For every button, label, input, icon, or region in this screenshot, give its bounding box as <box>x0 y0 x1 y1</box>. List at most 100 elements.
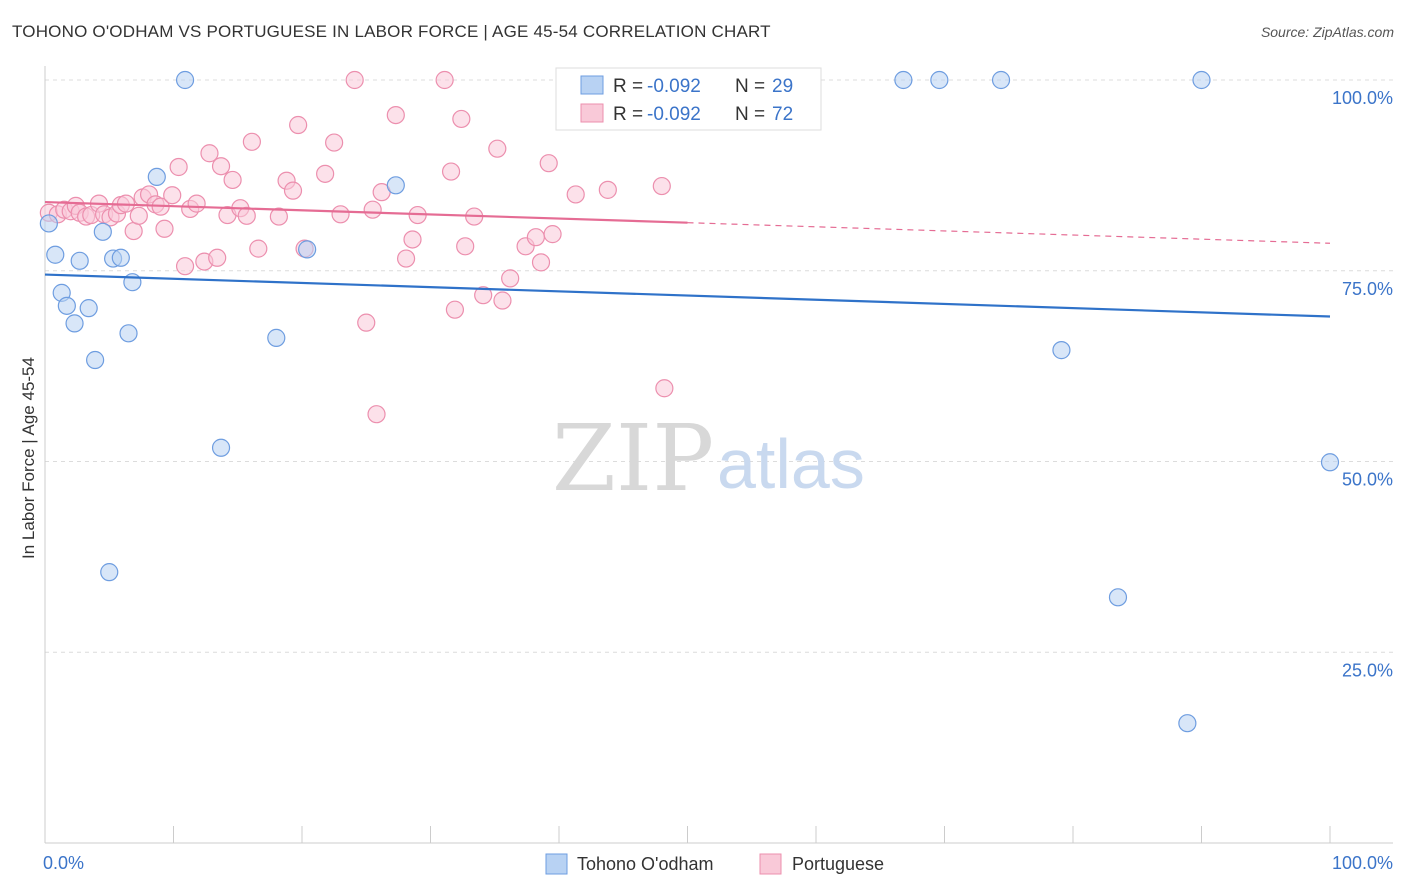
trend-line-portuguese-projection <box>687 222 1331 244</box>
data-point <box>208 248 227 267</box>
data-point <box>111 248 130 267</box>
y-tick-label: 100.0% <box>1332 88 1393 108</box>
data-point <box>1320 453 1340 472</box>
data-point <box>242 132 261 151</box>
legend-n-label-portuguese: N = <box>735 104 765 125</box>
gridlines <box>45 79 1393 653</box>
data-point <box>86 350 105 370</box>
data-point <box>456 237 475 256</box>
data-point <box>175 257 195 276</box>
watermark-zip: ZIP <box>552 405 714 512</box>
chart-title: TOHONO O'ODHAM VS PORTUGUESE IN LABOR FO… <box>12 22 771 41</box>
data-point <box>367 405 386 424</box>
data-point <box>267 328 286 347</box>
data-point <box>298 240 317 259</box>
data-point <box>57 296 76 315</box>
data-point <box>129 206 148 225</box>
data-point <box>566 185 585 204</box>
axes <box>44 66 1393 844</box>
trend-lines <box>44 200 1331 318</box>
data-point <box>211 157 231 176</box>
data-point <box>894 70 913 90</box>
x-tick-label: 100.0% <box>1332 853 1393 873</box>
legend-swatch-tohono <box>580 75 604 95</box>
data-point <box>526 228 545 247</box>
data-point <box>386 176 405 195</box>
bottom-legend-label-tohono: Tohono O'odham <box>577 854 714 874</box>
x-tick-label: 0.0% <box>43 853 84 873</box>
bottom-legend-label-portuguese: Portuguese <box>792 854 884 874</box>
trend-line-portuguese <box>44 200 688 224</box>
legend-r-value-portuguese: -0.092 <box>647 104 701 125</box>
watermark-atlas: atlas <box>717 425 865 503</box>
legend-n-value-portuguese: 72 <box>772 104 793 125</box>
data-point <box>100 563 119 582</box>
data-point <box>237 206 256 225</box>
data-point <box>435 70 454 90</box>
data-point <box>147 167 166 187</box>
data-point <box>70 251 89 270</box>
legend-swatch-portuguese <box>580 103 604 123</box>
legend-r-label-tohono: R = <box>613 76 643 97</box>
data-point <box>991 70 1011 90</box>
data-point <box>539 154 558 173</box>
data-point <box>543 225 562 244</box>
data-point <box>79 299 98 318</box>
data-point <box>1052 341 1071 360</box>
trend-line-tohono <box>44 273 1331 318</box>
data-point <box>531 253 551 272</box>
x-tick-labels: 0.0% 100.0% <box>43 853 1393 873</box>
data-point <box>200 144 219 163</box>
data-point <box>211 438 231 457</box>
data-point <box>441 162 461 181</box>
y-tick-label: 25.0% <box>1342 660 1393 680</box>
bottom-legend: Tohono O'odham Portuguese <box>545 853 884 875</box>
data-point <box>598 180 617 199</box>
data-point <box>331 205 350 224</box>
data-point <box>325 133 344 152</box>
data-point <box>655 379 674 398</box>
chart-source: Source: ZipAtlas.com <box>1260 24 1394 40</box>
legend: R = -0.092 N = 29 R = -0.092 N = 72 <box>555 67 822 131</box>
data-point <box>403 230 422 249</box>
data-point <box>65 314 84 333</box>
data-point <box>93 222 112 241</box>
data-point <box>46 245 65 264</box>
data-point <box>124 221 143 241</box>
y-axis-title: In Labor Force | Age 45-54 <box>19 357 38 559</box>
data-point <box>283 181 303 200</box>
data-point <box>175 70 195 90</box>
y-tick-label: 75.0% <box>1342 279 1393 299</box>
data-point <box>363 200 382 219</box>
series-tohono <box>39 70 1340 733</box>
data-point <box>169 157 188 177</box>
data-point <box>223 170 242 190</box>
data-point <box>452 109 471 129</box>
data-point <box>930 70 949 90</box>
data-point <box>249 239 268 258</box>
data-points <box>39 70 1340 733</box>
data-point <box>488 139 507 158</box>
data-point <box>345 70 364 90</box>
data-point <box>163 186 182 205</box>
data-point <box>1192 70 1211 90</box>
data-point <box>316 164 335 183</box>
data-point <box>119 324 138 343</box>
watermark: ZIP atlas <box>552 405 865 512</box>
y-tick-label: 50.0% <box>1342 470 1393 490</box>
data-point <box>187 194 206 213</box>
bottom-legend-swatch-tohono <box>545 853 568 875</box>
data-point <box>155 219 174 238</box>
data-point <box>501 269 520 288</box>
data-point <box>289 115 308 135</box>
y-tick-labels: 100.0% 75.0% 50.0% 25.0% <box>1332 88 1393 680</box>
data-point <box>269 207 288 226</box>
legend-r-value-tohono: -0.092 <box>647 76 701 97</box>
legend-n-label-tohono: N = <box>735 76 765 97</box>
legend-r-label-portuguese: R = <box>613 104 643 125</box>
data-point <box>39 214 58 233</box>
data-point <box>386 105 405 125</box>
legend-n-value-tohono: 29 <box>772 76 793 97</box>
data-point <box>445 300 465 319</box>
data-point <box>357 313 376 332</box>
